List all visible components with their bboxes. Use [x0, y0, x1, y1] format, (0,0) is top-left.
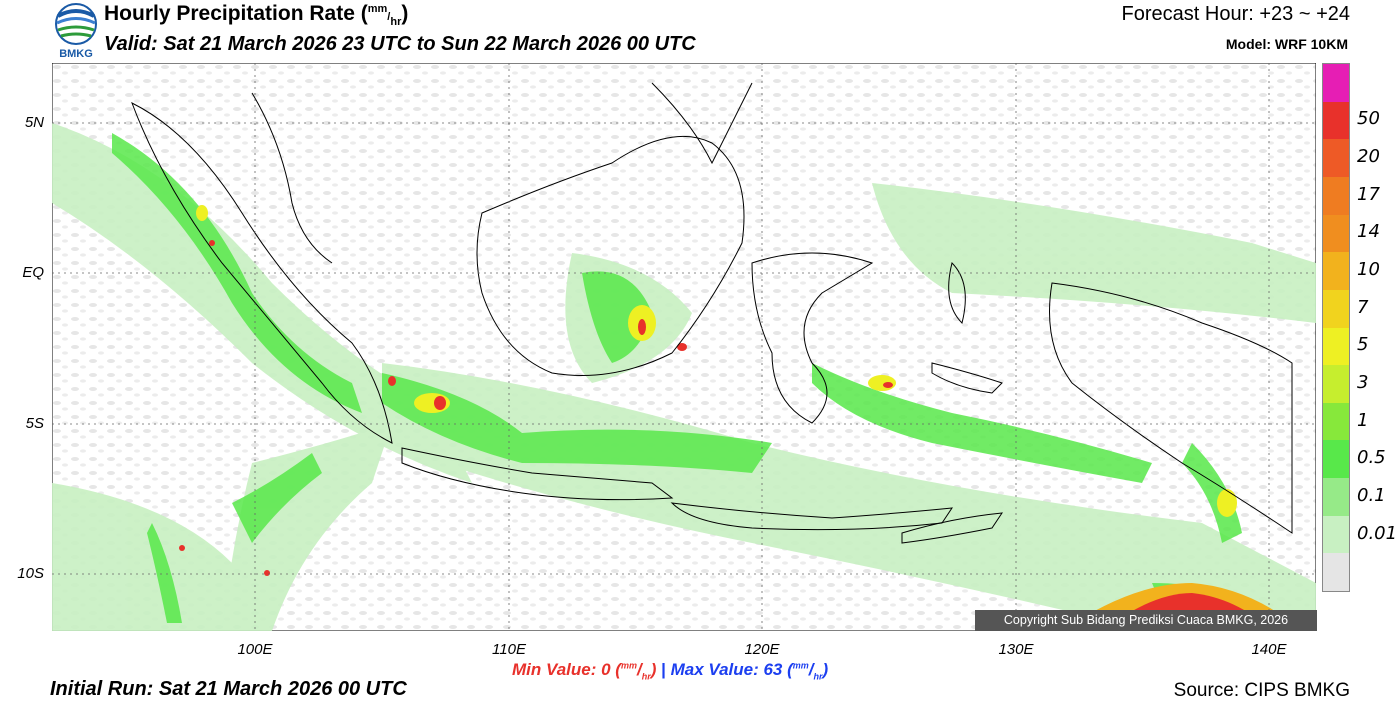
logo-text: BMKG: [59, 48, 93, 60]
colorbar-segment: [1323, 252, 1349, 291]
colorbar-segment: [1323, 553, 1349, 592]
map-canvas: [51, 62, 1317, 632]
lat-label-5s: 5S: [25, 415, 44, 432]
copyright-label: Copyright Sub Bidang Prediksi Cuaca BMKG…: [975, 610, 1317, 631]
initial-run: Initial Run: Sat 21 March 2026 00 UTC: [50, 678, 407, 700]
lon-label-110e: 110E: [492, 641, 526, 658]
colorbar: [1322, 63, 1350, 592]
colorbar-label: 7: [1357, 296, 1369, 318]
colorbar-label: 1: [1357, 409, 1369, 431]
colorbar-label: 0.5: [1357, 447, 1386, 469]
min-unit-hr: hr: [641, 671, 651, 682]
lat-label-eq: EQ: [22, 264, 44, 281]
min-value-text: Min Value: 0 (: [512, 660, 621, 679]
valid-time: Valid: Sat 21 March 2026 23 UTC to Sun 2…: [104, 33, 696, 55]
colorbar-label: 50: [1357, 108, 1380, 130]
colorbar-label: 0.1: [1357, 484, 1386, 506]
colorbar-segment: [1323, 478, 1349, 517]
colorbar-segment: [1323, 214, 1349, 253]
min-unit-mm: mm: [620, 660, 637, 671]
max-unit-hr: hr: [813, 671, 823, 682]
colorbar-segment: [1323, 402, 1349, 441]
max-close: ): [822, 660, 829, 679]
colorbar-label: 14: [1357, 221, 1380, 243]
max-value: Max Value: 63 (mm/hr): [670, 660, 829, 682]
colorbar-label: 3: [1357, 371, 1369, 393]
precipitation-map: [51, 62, 1317, 632]
colorbar-segment: [1323, 289, 1349, 328]
colorbar-label: 20: [1357, 146, 1380, 168]
colorbar-segment: [1323, 176, 1349, 216]
colorbar-segment: [1323, 327, 1349, 366]
lon-label-120e: 120E: [744, 641, 780, 658]
colorbar-label: 5: [1357, 334, 1369, 356]
title-close: ): [401, 2, 409, 25]
colorbar-label: 17: [1357, 183, 1380, 205]
title-text: Hourly Precipitation Rate (: [104, 2, 368, 25]
lon-label-140e: 140E: [1251, 641, 1287, 658]
lon-label-130e: 130E: [998, 641, 1034, 658]
colorbar-label: 10: [1357, 259, 1380, 281]
min-close: ): [650, 660, 657, 679]
colorbar-segment: [1323, 64, 1349, 103]
lat-label-5n: 5N: [24, 114, 44, 131]
title-unit-sep: /: [387, 11, 391, 23]
bmkg-logo: [52, 2, 100, 60]
colorbar-segment: [1323, 515, 1349, 554]
colorbar-segment: [1323, 365, 1349, 404]
colorbar-label: 0.01: [1357, 522, 1398, 544]
min-value: Min Value: 0 (mm/hr): [512, 660, 657, 682]
forecast-hour: Forecast Hour: +23 ~ +24: [1121, 3, 1350, 25]
colorbar-segment: [1323, 101, 1349, 140]
source-label: Source: CIPS BMKG: [1173, 680, 1350, 701]
colorbar-segment: [1323, 440, 1349, 479]
lon-label-100e: 100E: [237, 641, 273, 658]
max-value-text: Max Value: 63 (: [670, 660, 793, 679]
minmax-separator: |: [656, 660, 671, 679]
title-unit-hr: hr: [390, 16, 402, 29]
min-max-values: Min Value: 0 (mm/hr) | Max Value: 63 (mm…: [512, 660, 828, 681]
model-name: Model: WRF 10KM: [1225, 36, 1348, 52]
colorbar-segment: [1323, 139, 1349, 178]
lat-label-10s: 10S: [17, 565, 44, 582]
title-unit-mm: mm: [367, 3, 388, 15]
max-unit-mm: mm: [792, 660, 809, 671]
chart-title: Hourly Precipitation Rate (mm/hr): [104, 2, 408, 28]
